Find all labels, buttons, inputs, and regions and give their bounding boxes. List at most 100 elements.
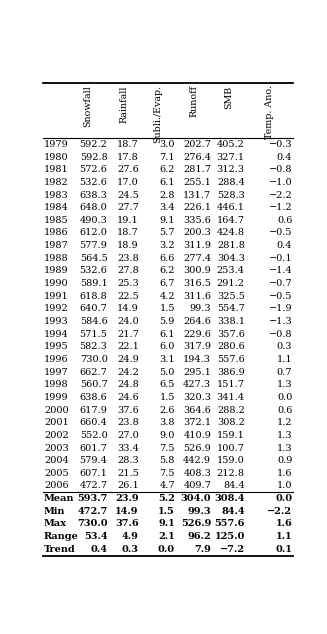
Text: 1994: 1994 [44, 330, 69, 339]
Text: 14.9: 14.9 [117, 304, 139, 313]
Text: 6.1: 6.1 [160, 330, 175, 339]
Text: 27.7: 27.7 [117, 203, 139, 212]
Text: 27.8: 27.8 [117, 266, 139, 275]
Text: 253.4: 253.4 [217, 266, 245, 275]
Text: 3.4: 3.4 [159, 203, 175, 212]
Text: 2001: 2001 [44, 418, 69, 427]
Text: 6.2: 6.2 [160, 165, 175, 174]
Text: −0.8: −0.8 [269, 330, 292, 339]
Text: −0.5: −0.5 [269, 228, 292, 238]
Text: 151.7: 151.7 [217, 380, 245, 389]
Text: 618.8: 618.8 [80, 292, 108, 301]
Text: 1.5: 1.5 [158, 507, 175, 516]
Text: 1.3: 1.3 [277, 444, 292, 453]
Text: 304.0: 304.0 [181, 494, 211, 503]
Text: 564.5: 564.5 [80, 254, 108, 262]
Text: 364.6: 364.6 [183, 406, 211, 415]
Text: −1.0: −1.0 [269, 178, 292, 187]
Text: 308.4: 308.4 [214, 494, 245, 503]
Text: 0.4: 0.4 [277, 153, 292, 162]
Text: 572.6: 572.6 [80, 165, 108, 174]
Text: 532.6: 532.6 [80, 178, 108, 187]
Text: Subli./Evap.: Subli./Evap. [153, 86, 162, 143]
Text: 24.6: 24.6 [117, 393, 139, 402]
Text: 288.2: 288.2 [217, 406, 245, 415]
Text: 300.9: 300.9 [183, 266, 211, 275]
Text: 1995: 1995 [44, 342, 69, 351]
Text: Temp. Ano.: Temp. Ano. [265, 86, 274, 139]
Text: 1997: 1997 [44, 368, 69, 377]
Text: 442.9: 442.9 [183, 456, 211, 465]
Text: 159.0: 159.0 [217, 456, 245, 465]
Text: 560.7: 560.7 [80, 380, 108, 389]
Text: 490.3: 490.3 [80, 216, 108, 225]
Text: 4.7: 4.7 [159, 481, 175, 491]
Text: 27.0: 27.0 [117, 431, 139, 440]
Text: 23.9: 23.9 [115, 494, 139, 503]
Text: 427.3: 427.3 [183, 380, 211, 389]
Text: 0.1: 0.1 [275, 545, 292, 553]
Text: 277.4: 277.4 [183, 254, 211, 262]
Text: 21.7: 21.7 [117, 330, 139, 339]
Text: 424.8: 424.8 [217, 228, 245, 238]
Text: 84.4: 84.4 [221, 507, 245, 516]
Text: 552.0: 552.0 [80, 431, 108, 440]
Text: 5.2: 5.2 [158, 494, 175, 503]
Text: 125.0: 125.0 [215, 532, 245, 541]
Text: −0.1: −0.1 [269, 254, 292, 262]
Text: 327.1: 327.1 [217, 153, 245, 162]
Text: 6.1: 6.1 [160, 178, 175, 187]
Text: 0.0: 0.0 [158, 545, 175, 553]
Text: 640.7: 640.7 [80, 304, 108, 313]
Text: 582.3: 582.3 [80, 342, 108, 351]
Text: 0.3: 0.3 [277, 342, 292, 351]
Text: 229.6: 229.6 [183, 330, 211, 339]
Text: 408.3: 408.3 [183, 469, 211, 478]
Text: 316.5: 316.5 [183, 279, 211, 288]
Text: 9.0: 9.0 [160, 431, 175, 440]
Text: 6.7: 6.7 [160, 279, 175, 288]
Text: 1.3: 1.3 [277, 431, 292, 440]
Text: 3.8: 3.8 [160, 418, 175, 427]
Text: 0.0: 0.0 [275, 494, 292, 503]
Text: 1988: 1988 [44, 254, 69, 262]
Text: 25.3: 25.3 [117, 279, 139, 288]
Text: −2.2: −2.2 [268, 190, 292, 200]
Text: 2.1: 2.1 [158, 532, 175, 541]
Text: 99.3: 99.3 [187, 507, 211, 516]
Text: 472.7: 472.7 [77, 507, 108, 516]
Text: 96.2: 96.2 [187, 532, 211, 541]
Text: 288.4: 288.4 [217, 178, 245, 187]
Text: 1986: 1986 [44, 228, 69, 238]
Text: 17.0: 17.0 [117, 178, 139, 187]
Text: 21.5: 21.5 [117, 469, 139, 478]
Text: 1.6: 1.6 [277, 469, 292, 478]
Text: 281.7: 281.7 [183, 165, 211, 174]
Text: 5.0: 5.0 [160, 368, 175, 377]
Text: 131.7: 131.7 [183, 190, 211, 200]
Text: 341.4: 341.4 [217, 393, 245, 402]
Text: 18.7: 18.7 [117, 228, 139, 238]
Text: 526.9: 526.9 [183, 444, 211, 453]
Text: 1.5: 1.5 [160, 304, 175, 313]
Text: 592.2: 592.2 [80, 140, 108, 149]
Text: 5.7: 5.7 [160, 228, 175, 238]
Text: 3.1: 3.1 [159, 355, 175, 364]
Text: 0.4: 0.4 [277, 241, 292, 250]
Text: 2.8: 2.8 [160, 190, 175, 200]
Text: 617.9: 617.9 [80, 406, 108, 415]
Text: 7.1: 7.1 [159, 153, 175, 162]
Text: −0.8: −0.8 [269, 165, 292, 174]
Text: 601.7: 601.7 [80, 444, 108, 453]
Text: 200.3: 200.3 [183, 228, 211, 238]
Text: −1.9: −1.9 [269, 304, 292, 313]
Text: 1982: 1982 [44, 178, 69, 187]
Text: 660.4: 660.4 [80, 418, 108, 427]
Text: 295.1: 295.1 [183, 368, 211, 377]
Text: 37.6: 37.6 [117, 406, 139, 415]
Text: 280.6: 280.6 [217, 342, 245, 351]
Text: 0.6: 0.6 [277, 216, 292, 225]
Text: 22.5: 22.5 [117, 292, 139, 301]
Text: 386.9: 386.9 [217, 368, 245, 377]
Text: 6.5: 6.5 [160, 380, 175, 389]
